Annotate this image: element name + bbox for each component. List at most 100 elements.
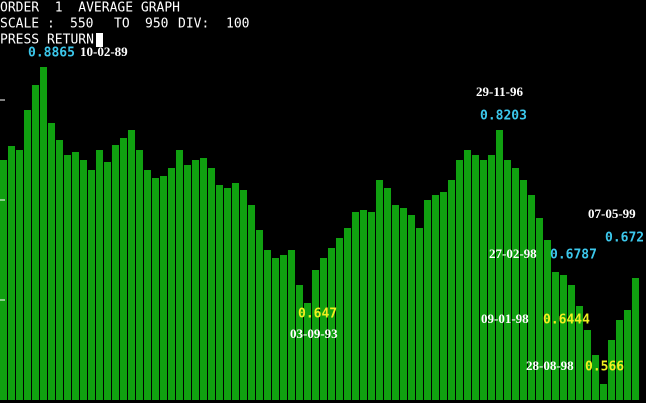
bar	[360, 210, 367, 400]
bar	[328, 248, 335, 400]
bar	[312, 270, 319, 400]
annotation-value: 0.6444	[543, 313, 590, 328]
bar	[16, 150, 23, 400]
bar	[184, 165, 191, 400]
bar	[152, 178, 159, 400]
bar	[400, 208, 407, 400]
bar	[624, 310, 631, 400]
bar	[232, 183, 239, 400]
bar	[224, 188, 231, 400]
bar	[240, 190, 247, 400]
to-label: TO	[114, 17, 130, 32]
bar	[304, 303, 311, 400]
annotation-value: 0.8865	[28, 46, 75, 61]
bar	[376, 180, 383, 400]
bar	[568, 285, 575, 400]
annotation-date: 09-01-98	[481, 311, 529, 326]
bars	[0, 67, 639, 400]
bar	[584, 330, 591, 400]
bar	[368, 212, 375, 400]
annotation-value: 0.8203	[480, 109, 527, 124]
bar	[512, 168, 519, 400]
bar	[352, 212, 359, 400]
annotation-value: 0.647	[298, 307, 337, 322]
bar	[480, 160, 487, 400]
bar	[504, 160, 511, 400]
div-value: 100	[226, 17, 249, 32]
bar	[112, 145, 119, 400]
bar	[248, 205, 255, 400]
bar	[392, 205, 399, 400]
annotation-date: 29-11-96	[476, 84, 523, 99]
bar	[384, 188, 391, 400]
bar	[424, 200, 431, 400]
bar	[56, 140, 63, 400]
bar	[576, 306, 583, 400]
bar	[96, 150, 103, 400]
bar	[464, 150, 471, 400]
bar	[264, 250, 271, 400]
cursor	[96, 33, 103, 47]
bar	[520, 180, 527, 400]
annotation-date: 07-05-99	[588, 206, 636, 221]
prompt: PRESS RETURN	[0, 33, 94, 48]
bar	[144, 170, 151, 400]
bar	[208, 168, 215, 400]
bar	[160, 176, 167, 400]
bar	[288, 250, 295, 400]
bar	[72, 152, 79, 400]
bar	[432, 195, 439, 400]
scale-min: 550	[70, 17, 93, 32]
annotation-value: 0.566	[585, 360, 624, 375]
bar	[488, 155, 495, 400]
div-label: DIV:	[178, 17, 209, 32]
bar	[448, 180, 455, 400]
bar	[64, 155, 71, 400]
bar	[216, 185, 223, 400]
bar	[528, 195, 535, 400]
scale-max: 950	[145, 17, 168, 32]
annotation-date: 03-09-93	[290, 326, 338, 341]
bar	[256, 230, 263, 400]
bar	[88, 170, 95, 400]
annotation-date: 28-08-98	[526, 358, 574, 373]
bar	[344, 228, 351, 400]
bar	[272, 258, 279, 400]
annotation-date: 27-02-98	[489, 246, 537, 261]
bar	[336, 238, 343, 400]
bar	[24, 110, 31, 400]
bar	[128, 130, 135, 400]
annotation-date: 10-02-89	[80, 44, 128, 59]
bar	[544, 240, 551, 400]
bar	[80, 160, 87, 400]
bar	[104, 162, 111, 400]
bar	[280, 255, 287, 400]
bar	[632, 278, 639, 400]
bar	[440, 192, 447, 400]
bar	[608, 340, 615, 400]
annotation-value: 0.6787	[550, 248, 597, 263]
bar	[48, 123, 55, 400]
bar	[600, 384, 607, 400]
bar	[536, 218, 543, 400]
bar	[176, 150, 183, 400]
bar	[200, 158, 207, 400]
bar	[560, 275, 567, 400]
bar	[40, 67, 47, 400]
bar	[616, 320, 623, 400]
bar	[8, 146, 15, 400]
header-title: ORDER 1 AVERAGE GRAPH	[0, 1, 180, 16]
bar	[552, 272, 559, 400]
bar	[32, 85, 39, 400]
bar	[456, 160, 463, 400]
bar	[592, 355, 599, 400]
bar	[408, 215, 415, 400]
scale-label: SCALE :	[0, 17, 55, 32]
bar	[472, 155, 479, 400]
bar	[136, 150, 143, 400]
bar	[296, 285, 303, 400]
annotation-value: 0.672	[605, 231, 644, 246]
bar	[320, 258, 327, 400]
